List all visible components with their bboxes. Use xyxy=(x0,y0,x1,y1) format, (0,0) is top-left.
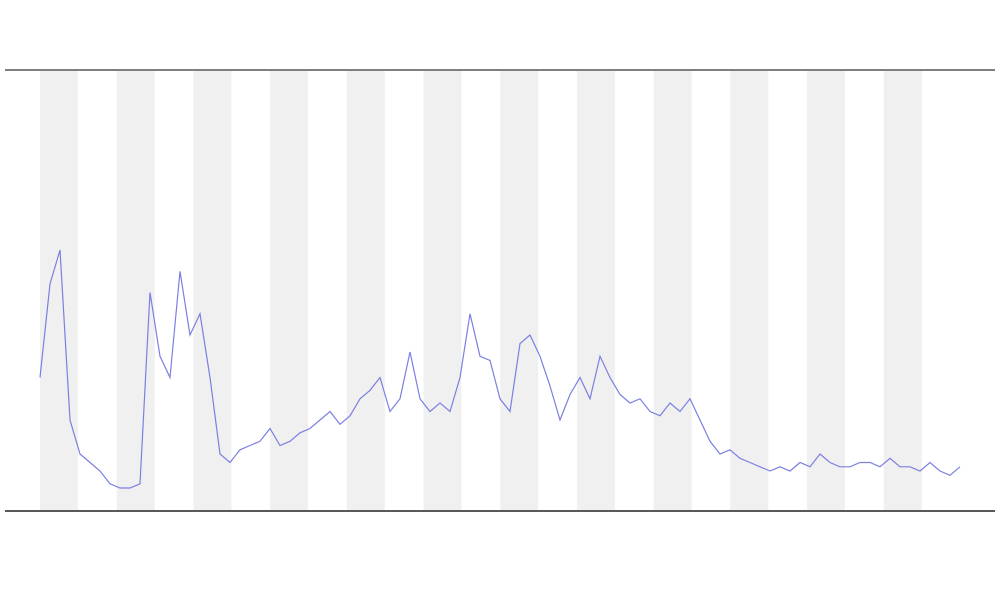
band xyxy=(653,71,692,510)
band xyxy=(116,71,155,510)
band xyxy=(807,71,845,510)
band xyxy=(270,71,309,510)
band xyxy=(40,71,78,510)
background-bands xyxy=(40,71,922,510)
band xyxy=(193,71,232,510)
band xyxy=(423,71,462,510)
band xyxy=(576,71,615,510)
band xyxy=(500,71,539,510)
band xyxy=(883,71,922,510)
band xyxy=(730,71,769,510)
band xyxy=(346,71,385,510)
data-line xyxy=(39,249,961,489)
